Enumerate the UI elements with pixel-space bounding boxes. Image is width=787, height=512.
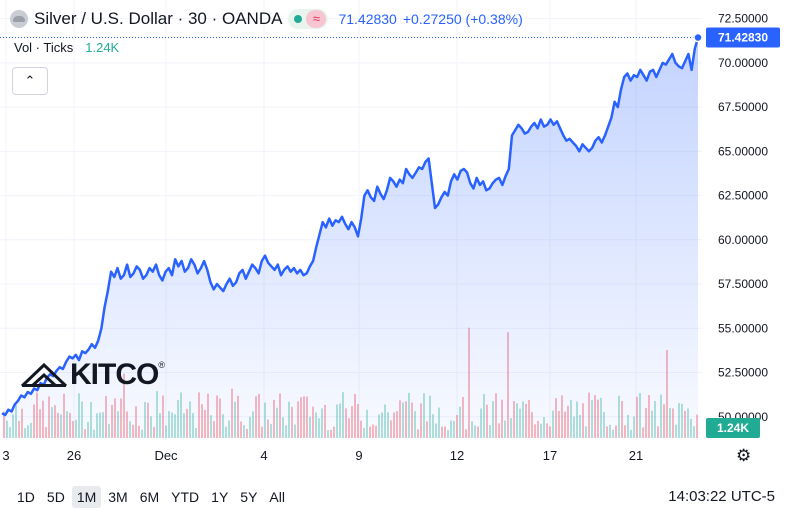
y-tick-label: 52.50000 xyxy=(718,366,768,380)
range-1m[interactable]: 1M xyxy=(71,486,102,508)
silver-symbol-icon xyxy=(10,10,28,28)
y-tick-label: 57.50000 xyxy=(718,277,768,291)
kitco-logo: KITCO ® xyxy=(20,358,165,392)
chart-header: Silver / U.S. Dollar · 30 · OANDA ≈ 71.4… xyxy=(10,6,523,32)
y-axis: 72.50000 70.00000 67.50000 65.00000 62.50000… xyxy=(718,12,768,424)
volume-tag-label: 1.24K xyxy=(717,421,749,435)
range-1y[interactable]: 1Y xyxy=(211,489,229,505)
range-5d[interactable]: 5D xyxy=(46,489,65,505)
y-tick-label: 72.50000 xyxy=(718,12,768,26)
range-5y[interactable]: 5Y xyxy=(240,489,258,505)
x-tick-label: Dec xyxy=(154,448,178,463)
y-tick-label: 62.50000 xyxy=(718,189,768,203)
volume-value: 1.24K xyxy=(85,40,120,55)
last-price-dot xyxy=(693,32,703,43)
range-1d[interactable]: 1D xyxy=(17,489,35,505)
market-open-dot-icon xyxy=(294,15,303,23)
price-change: +0.27250 (+0.38%) xyxy=(402,11,523,27)
x-tick-label: 17 xyxy=(543,448,557,463)
last-price: 71.42830 xyxy=(338,11,397,27)
y-tick-label: 70.00000 xyxy=(718,56,768,70)
y-tick-label: 60.00000 xyxy=(718,233,768,247)
x-tick-label: 9 xyxy=(355,448,362,463)
range-all[interactable]: All xyxy=(269,489,285,505)
kitco-mark-icon xyxy=(20,362,68,388)
x-tick-label: 26 xyxy=(67,448,81,463)
registered-mark: ® xyxy=(158,360,165,370)
range-3m[interactable]: 3M xyxy=(108,489,128,505)
collapse-legend-button[interactable]: ⌃ xyxy=(12,67,48,95)
chart-clock[interactable]: 14:03:22 UTC-5 xyxy=(668,488,775,505)
chevron-up-icon: ⌃ xyxy=(24,73,36,88)
y-tick-label: 67.50000 xyxy=(718,100,768,114)
x-tick-label: 3 xyxy=(2,448,9,463)
data-delay-icon: ≈ xyxy=(306,10,327,28)
y-tick-label: 55.00000 xyxy=(718,321,768,335)
range-selector: 1D 5D 1M 3M 6M YTD 1Y 5Y All xyxy=(12,484,290,510)
x-axis: 3 26 Dec 4 9 12 17 21 xyxy=(2,448,643,463)
volume-label: Vol · Ticks xyxy=(14,40,74,55)
x-tick-label: 21 xyxy=(629,448,643,463)
axis-tags: 71.42830 1.24K xyxy=(706,27,780,438)
x-tick-label: 12 xyxy=(450,448,464,463)
last-price-tag-label: 71.42830 xyxy=(718,31,768,45)
range-ytd[interactable]: YTD xyxy=(171,489,200,505)
gear-icon[interactable]: ⚙ xyxy=(736,446,752,465)
symbol-title[interactable]: Silver / U.S. Dollar · 30 · OANDA xyxy=(34,9,283,28)
price-area xyxy=(2,37,698,438)
y-tick-label: 65.00000 xyxy=(718,144,768,158)
x-tick-label: 4 xyxy=(260,448,267,463)
price-line xyxy=(1,37,700,417)
volume-legend[interactable]: Vol · Ticks 1.24K xyxy=(14,40,119,55)
volume-tag xyxy=(706,418,760,438)
range-6m[interactable]: 6M xyxy=(139,489,160,505)
market-status-pill[interactable]: ≈ xyxy=(288,9,329,29)
kitco-logo-text: KITCO xyxy=(70,358,159,391)
last-price-tag xyxy=(706,27,780,48)
